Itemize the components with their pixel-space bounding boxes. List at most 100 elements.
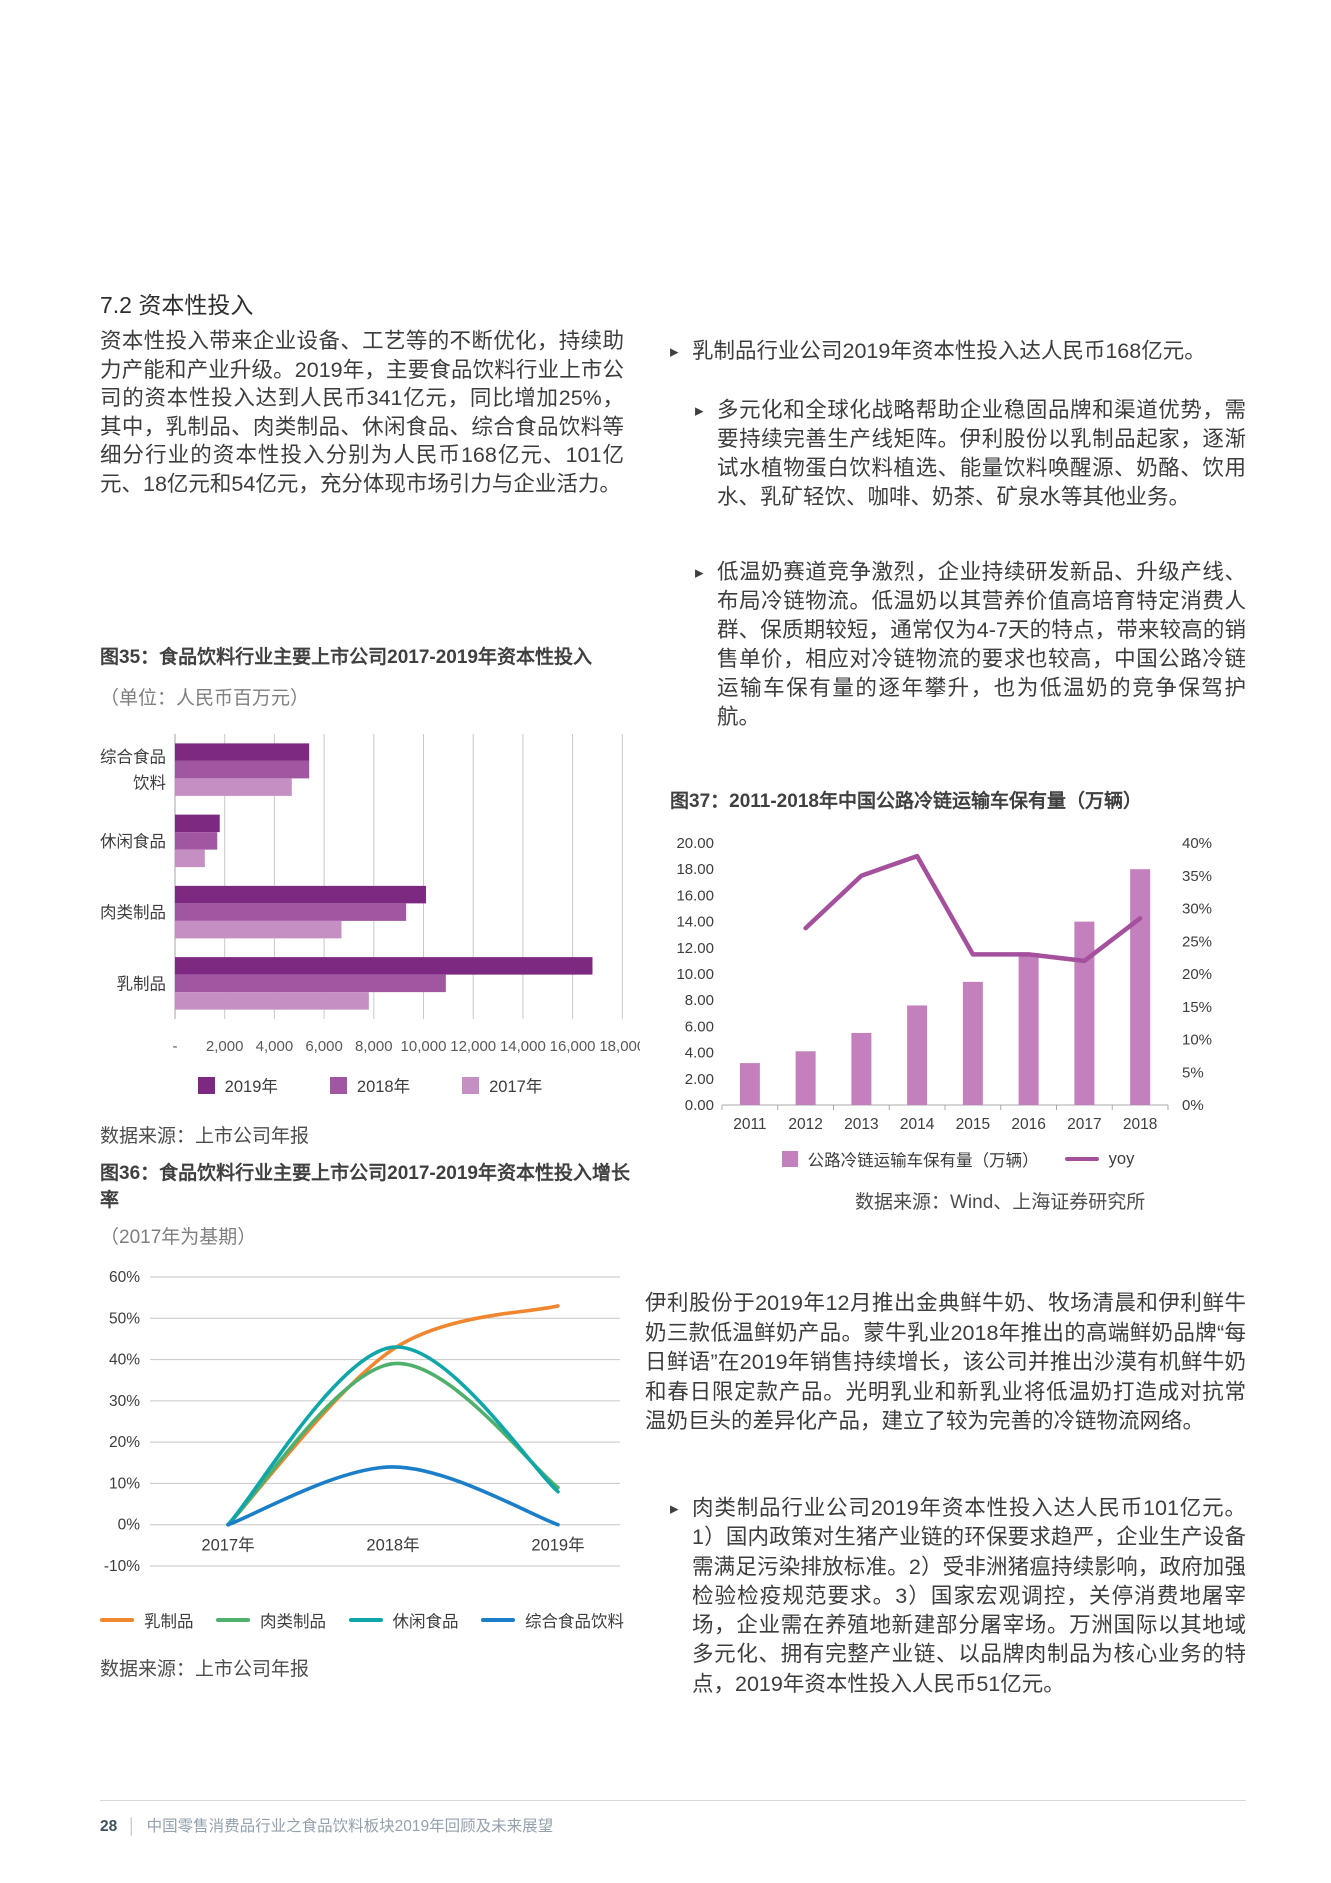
svg-text:20.00: 20.00 (676, 835, 714, 852)
bullet-icon: ▸ (670, 342, 679, 361)
svg-text:2015: 2015 (956, 1116, 990, 1133)
svg-text:18,000: 18,000 (599, 1038, 640, 1055)
legend-label: 休闲食品 (392, 1613, 459, 1631)
svg-text:14,000: 14,000 (500, 1038, 546, 1055)
svg-text:2018年: 2018年 (366, 1536, 419, 1555)
svg-text:14.00: 14.00 (676, 914, 714, 931)
svg-text:30%: 30% (109, 1393, 140, 1410)
legend-swatch-icon (197, 1076, 215, 1094)
svg-text:2018: 2018 (1123, 1116, 1157, 1133)
svg-text:6.00: 6.00 (685, 1018, 714, 1035)
intro-paragraph: 资本性投入带来企业设备、工艺等的不断优化，持续助力产能和产业升级。2019年，主… (100, 329, 624, 496)
legend-item: 2017年 (462, 1073, 542, 1097)
sub-bullet-strategy-text: 多元化和全球化战略帮助企业稳固品牌和渠道优势，需要持续完善生产线矩阵。伊利股份以… (717, 398, 1246, 509)
figure35-source: 数据来源：上市公司年报 (100, 1126, 310, 1147)
svg-text:18.00: 18.00 (676, 861, 714, 878)
legend-item: 公路冷链运输车保有量（万辆） (781, 1147, 1039, 1171)
svg-text:16.00: 16.00 (676, 887, 714, 904)
figure-37: 图37：2011-2018年中国公路冷链运输车保有量（万辆） 20.00 18.0… (670, 786, 1246, 1214)
svg-text:-10%: -10% (104, 1558, 140, 1575)
legend-item: 2018年 (329, 1073, 411, 1097)
legend-item: 综合食品饮料 (481, 1608, 624, 1632)
figure37-source: 数据来源：Wind、上海证券研究所 (855, 1192, 1146, 1213)
svg-text:10,000: 10,000 (401, 1038, 447, 1055)
legend-item: 肉类制品 (216, 1608, 326, 1632)
fig36-svg: 60% 50% 40% 30% 20% 10% 0% -10% 2017年 2018年 2019年 (104, 1269, 620, 1575)
svg-text:2011: 2011 (733, 1116, 766, 1133)
svg-text:0.00: 0.00 (685, 1097, 714, 1114)
legend-swatch-icon (329, 1076, 347, 1094)
svg-text:4.00: 4.00 (685, 1045, 714, 1062)
legend-label: 公路冷链运输车保有量（万辆） (807, 1152, 1039, 1170)
svg-text:4,000: 4,000 (256, 1038, 294, 1055)
svg-text:乳制品: 乳制品 (117, 974, 167, 993)
figure36-source: 数据来源：上市公司年报 (100, 1659, 310, 1680)
svg-text:16,000: 16,000 (550, 1038, 596, 1055)
fig35-svg: -2,000 4,000 6,000 8,000 10,000 12,000 14,000 1… (100, 734, 640, 1055)
svg-text:50%: 50% (109, 1310, 140, 1327)
svg-text:10%: 10% (1182, 1032, 1212, 1049)
legend-item: yoy (1064, 1149, 1135, 1169)
figure35-legend: 2019年 2018年 2017年 (100, 1073, 640, 1097)
svg-text:25%: 25% (1182, 933, 1212, 950)
svg-text:2012: 2012 (788, 1116, 822, 1133)
svg-text:综合食品: 综合食品 (100, 748, 166, 767)
legend-swatch-icon (481, 1618, 515, 1622)
svg-text:15%: 15% (1182, 999, 1212, 1016)
bullet-icon: ▸ (670, 1499, 679, 1518)
svg-text:2016: 2016 (1011, 1116, 1045, 1133)
figure37-legend: 公路冷链运输车保有量（万辆） yoy (670, 1147, 1246, 1171)
legend-label: yoy (1108, 1149, 1135, 1168)
figure37-chart: 20.00 18.00 16.00 14.00 12.00 10.00 8.00 6.00 4.… (670, 821, 1246, 1139)
footer: 28 │ 中国零售消费品行业之食品饮料板块2019年回顾及未来展望 (100, 1814, 553, 1836)
bullet-icon: ▸ (695, 401, 704, 420)
legend-label: 肉类制品 (260, 1613, 326, 1631)
figure35-subtitle: （单位：人民币百万元） (100, 688, 310, 709)
svg-text:0%: 0% (118, 1517, 141, 1534)
svg-text:饮料: 饮料 (133, 774, 166, 793)
legend-swatch-icon (781, 1151, 798, 1167)
svg-text:20%: 20% (109, 1434, 140, 1451)
legend-label: 2018年 (356, 1078, 411, 1096)
footer-divider (100, 1800, 1246, 1801)
figure37-title: 图37：2011-2018年中国公路冷链运输车保有量（万辆） (670, 791, 1142, 812)
svg-text:40%: 40% (1182, 835, 1212, 852)
svg-text:2017: 2017 (1067, 1116, 1101, 1133)
legend-swatch-icon (100, 1618, 134, 1622)
bullet-meat: ▸ 肉类制品行业公司2019年资本性投入达人民币101亿元。1）国内政策对生猪产… (670, 1494, 1246, 1699)
bullet-dairy-text: 乳制品行业公司2019年资本性投入达人民币168亿元。 (692, 339, 1206, 363)
section-heading: 7.2 资本性投入 (100, 292, 254, 318)
legend-item: 2019年 (197, 1073, 278, 1097)
legend-item: 乳制品 (100, 1608, 194, 1632)
bullet-icon: ▸ (695, 563, 704, 582)
svg-text:-: - (173, 1038, 178, 1055)
svg-text:5%: 5% (1182, 1064, 1204, 1081)
figure35-title: 图35：食品饮料行业主要上市公司2017-2019年资本性投入 (100, 647, 592, 668)
svg-text:2.00: 2.00 (685, 1071, 714, 1088)
figure-36: 图36：食品饮料行业主要上市公司2017-2019年资本性投入增长率 （2017… (100, 1158, 640, 1681)
svg-text:2014: 2014 (900, 1116, 935, 1133)
svg-text:40%: 40% (109, 1352, 140, 1369)
svg-text:休闲食品: 休闲食品 (100, 832, 166, 851)
footer-page-number: 28 (100, 1818, 118, 1835)
figure36-chart: 60% 50% 40% 30% 20% 10% 0% -10% 2017年 2018年 2019年 (100, 1267, 640, 1582)
footer-separator: │ (127, 1818, 137, 1835)
legend-swatch-icon (462, 1076, 480, 1094)
svg-text:30%: 30% (1182, 901, 1212, 918)
svg-text:35%: 35% (1182, 868, 1212, 885)
legend-item: 休闲食品 (348, 1608, 459, 1632)
legend-swatch-icon (348, 1618, 383, 1622)
svg-text:12,000: 12,000 (450, 1038, 496, 1055)
sub-bullet-cold-chain-text: 低温奶赛道竞争激烈，企业持续研发新品、升级产线、布局冷链物流。低温奶以其营养价值… (717, 560, 1246, 729)
fig37-svg: 20.00 18.00 16.00 14.00 12.00 10.00 8.00 6.00 4.… (676, 835, 1212, 1133)
figure36-title: 图36：食品饮料行业主要上市公司2017-2019年资本性投入增长率 (100, 1163, 630, 1211)
svg-text:12.00: 12.00 (676, 940, 714, 957)
footer-report-title: 中国零售消费品行业之食品饮料板块2019年回顾及未来展望 (146, 1818, 554, 1835)
legend-label: 2017年 (489, 1078, 543, 1096)
svg-text:8,000: 8,000 (355, 1038, 393, 1055)
figure35-chart: -2,000 4,000 6,000 8,000 10,000 12,000 14,000 1… (100, 726, 640, 1071)
fresh-milk-paragraph: 伊利股份于2019年12月推出金典鲜牛奶、牧场清晨和伊利鲜牛奶三款低温鲜奶产品。… (645, 1291, 1246, 1433)
svg-text:0%: 0% (1182, 1097, 1204, 1114)
svg-text:2019年: 2019年 (531, 1536, 584, 1555)
bullet-dairy: ▸ 乳制品行业公司2019年资本性投入达人民币168亿元。 (670, 337, 1246, 366)
